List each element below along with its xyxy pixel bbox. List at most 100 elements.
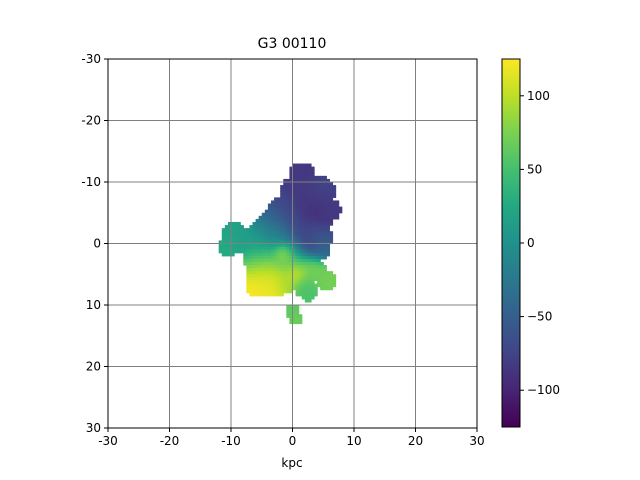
heatmap-cell	[267, 237, 272, 242]
heatmap-cell	[255, 252, 260, 257]
heatmap-cell	[267, 289, 272, 294]
heatmap-cell	[326, 246, 330, 251]
heatmap-cell	[326, 218, 330, 223]
heatmap-cell	[227, 249, 232, 254]
heatmap-cell	[243, 246, 247, 251]
x-tick-label: 10	[346, 434, 361, 448]
heatmap-cell	[289, 231, 294, 235]
heatmap-cell	[304, 228, 309, 232]
heatmap-cell	[283, 274, 287, 278]
heatmap-cell	[298, 197, 303, 202]
heatmap-cell	[221, 240, 226, 245]
colorbar-tick-label: 0	[527, 236, 535, 250]
heatmap-cell	[295, 209, 300, 214]
heatmap-cell	[249, 237, 254, 242]
heatmap-cell	[286, 212, 291, 217]
heatmap-cell	[314, 200, 318, 205]
heatmap-cell	[329, 215, 334, 220]
heatmap-cell	[326, 178, 330, 183]
heatmap-cell	[292, 209, 297, 214]
heatmap-cell	[329, 234, 334, 238]
heatmap-cell	[274, 234, 278, 238]
heatmap-cell	[292, 249, 297, 254]
heatmap-cell	[240, 234, 244, 238]
heatmap-cell	[317, 218, 321, 223]
heatmap-cell	[224, 237, 229, 242]
heatmap-cell	[283, 200, 287, 205]
heatmap-cell	[243, 261, 247, 266]
heatmap-cell	[295, 289, 300, 294]
heatmap-cell	[314, 274, 318, 278]
heatmap-cell	[277, 286, 281, 291]
heatmap-cell	[307, 209, 312, 214]
heatmap-cell	[332, 280, 337, 285]
heatmap-cell	[286, 308, 291, 312]
heatmap-cell	[304, 163, 309, 168]
heatmap-cell	[298, 188, 303, 192]
heatmap-cell	[298, 243, 303, 248]
heatmap-cell	[304, 265, 309, 269]
heatmap-cell	[317, 274, 321, 278]
heatmap-cell	[286, 283, 291, 288]
heatmap-cell	[264, 209, 269, 214]
heatmap-cell	[326, 243, 330, 248]
heatmap-cell	[298, 286, 303, 291]
heatmap-cell	[304, 225, 309, 229]
heatmap-cell	[255, 225, 260, 229]
heatmap-cell	[338, 209, 343, 214]
heatmap-cell	[280, 292, 284, 297]
heatmap-cell	[304, 212, 309, 217]
heatmap-cell	[320, 203, 324, 208]
heatmap-cell	[307, 203, 312, 208]
heatmap-cell	[261, 255, 266, 260]
heatmap-cell	[264, 240, 269, 245]
heatmap-cell	[286, 237, 291, 242]
heatmap-cell	[255, 240, 260, 245]
heatmap-cell	[277, 271, 281, 275]
heatmap-cell	[295, 261, 300, 266]
heatmap-cell	[267, 292, 272, 297]
heatmap-cell	[277, 274, 281, 278]
heatmap-cell	[283, 194, 287, 198]
heatmap-cell	[320, 197, 324, 202]
heatmap-cell	[252, 258, 257, 263]
heatmap-cell	[274, 215, 278, 220]
heatmap-cell	[243, 231, 247, 235]
heatmap-cell	[231, 240, 235, 245]
heatmap-cell	[283, 203, 287, 208]
heatmap-cell	[314, 203, 318, 208]
heatmap-cell	[286, 258, 291, 263]
heatmap-cell	[264, 289, 269, 294]
heatmap-cell	[301, 261, 306, 266]
heatmap-cell	[323, 234, 327, 238]
heatmap-cell	[234, 228, 238, 232]
heatmap-cell	[323, 246, 327, 251]
heatmap-cell	[243, 255, 247, 260]
heatmap-cell	[289, 188, 294, 192]
heatmap-cell	[261, 289, 266, 294]
heatmap-cell	[252, 237, 257, 242]
heatmap-cell	[317, 209, 321, 214]
heatmap-cell	[277, 209, 281, 214]
heatmap-cell	[270, 268, 275, 272]
heatmap-cell	[317, 212, 321, 217]
heatmap-cell	[317, 280, 321, 285]
heatmap-cell	[323, 194, 327, 198]
heatmap-cell	[314, 271, 318, 275]
heatmap-cell	[227, 252, 232, 257]
heatmap-cell	[252, 292, 257, 297]
heatmap-cell	[304, 237, 309, 242]
heatmap-cell	[286, 178, 291, 183]
heatmap-cell	[283, 185, 287, 189]
heatmap-cell	[274, 283, 278, 288]
heatmap-cell	[332, 188, 337, 192]
heatmap-cell	[224, 252, 229, 257]
heatmap-cell	[310, 212, 315, 217]
heatmap-cell	[258, 246, 263, 251]
heatmap-cell	[283, 268, 287, 272]
heatmap-cell	[277, 221, 281, 226]
heatmap-cell	[221, 252, 226, 257]
heatmap-cell	[335, 209, 340, 214]
heatmap-cell	[295, 255, 300, 260]
heatmap-cell	[323, 215, 327, 220]
